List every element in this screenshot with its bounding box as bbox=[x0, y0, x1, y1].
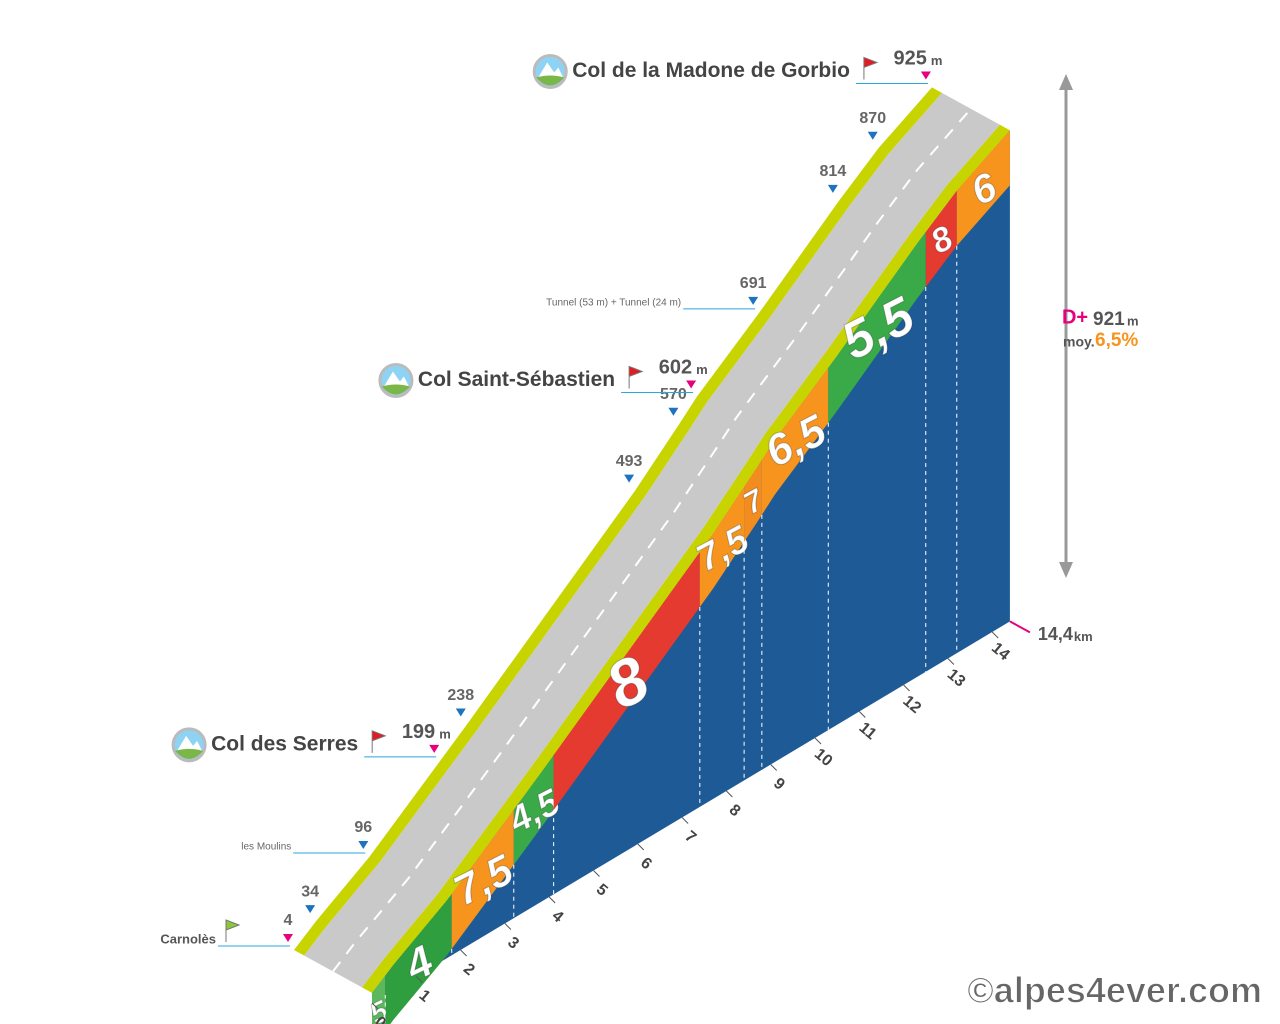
altitude-label: 199 bbox=[402, 721, 435, 743]
altitude-marker bbox=[624, 474, 635, 483]
flag bbox=[628, 365, 644, 389]
x-tick bbox=[504, 923, 512, 930]
road-edge bbox=[294, 87, 942, 956]
distance-tick bbox=[1009, 620, 1031, 634]
flag bbox=[371, 730, 387, 753]
pass-icon-mountain bbox=[177, 735, 203, 751]
altitude-marker bbox=[867, 131, 878, 140]
gradient-segment bbox=[828, 232, 926, 423]
altitude-marker bbox=[748, 296, 759, 305]
gradient-segment bbox=[925, 190, 957, 287]
x-tick bbox=[903, 684, 910, 692]
altitude-label: 691 bbox=[740, 275, 767, 292]
gradient-segment bbox=[372, 975, 386, 1024]
altitude-marker bbox=[827, 184, 838, 193]
gain-label: D+ bbox=[1062, 306, 1088, 328]
gradient-segment bbox=[744, 459, 762, 542]
gradient-segment bbox=[761, 367, 829, 515]
x-tick-label: 8 bbox=[726, 801, 744, 820]
gain-unit: m bbox=[1127, 313, 1139, 328]
x-tick-label: 14 bbox=[988, 640, 1013, 665]
x-tick bbox=[460, 949, 467, 957]
x-tick-label: 9 bbox=[770, 775, 788, 794]
pass-icon-mountain bbox=[538, 62, 564, 78]
altitude-marker bbox=[455, 708, 466, 717]
x-tick bbox=[770, 764, 778, 771]
x-tick-label: 12 bbox=[899, 693, 924, 718]
marker-note: les Moulins bbox=[241, 842, 291, 853]
altitude-unit: m bbox=[696, 362, 708, 377]
x-tick-label: 10 bbox=[811, 746, 836, 771]
profile: 547,54,587,576,55,5860123456789101112131… bbox=[294, 87, 1013, 1024]
altitude-marker bbox=[920, 71, 931, 80]
altitude-marker bbox=[668, 407, 679, 416]
gain-arrow bbox=[1059, 74, 1073, 578]
x-tick-label: 2 bbox=[460, 960, 478, 979]
gradient-segment bbox=[956, 130, 1010, 246]
marker-note: Carnolès bbox=[160, 931, 216, 946]
x-tick bbox=[593, 870, 600, 877]
altitude-marker bbox=[358, 841, 369, 850]
x-tick bbox=[858, 711, 866, 718]
pass-name: Col des Serres bbox=[211, 732, 358, 755]
flag bbox=[225, 919, 241, 942]
x-tick-label: 7 bbox=[681, 828, 699, 847]
altitude-label: 238 bbox=[447, 687, 474, 704]
x-tick bbox=[814, 737, 822, 745]
x-tick-label: 0 bbox=[371, 1013, 389, 1024]
x-tick bbox=[637, 843, 645, 851]
pass-icon-mountain bbox=[383, 371, 409, 387]
x-tick bbox=[991, 631, 999, 639]
gradient-segment bbox=[553, 552, 700, 811]
x-tick-label: 13 bbox=[944, 666, 969, 691]
marker-note: Tunnel (53 m) + Tunnel (24 m) bbox=[546, 298, 681, 309]
gradient-segment bbox=[699, 486, 745, 607]
pass-icon-meadow bbox=[175, 748, 204, 759]
altitude-label: 925 bbox=[894, 48, 927, 70]
x-tick bbox=[415, 976, 423, 983]
x-tick-label: 6 bbox=[637, 854, 655, 873]
altitude-marker bbox=[686, 380, 697, 389]
x-tick bbox=[681, 817, 689, 824]
average-value: 6,5% bbox=[1095, 330, 1138, 351]
distance-unit: km bbox=[1074, 629, 1093, 644]
distance-value: 14,4 bbox=[1038, 624, 1073, 644]
altitude-label: 814 bbox=[820, 163, 847, 180]
x-tick-label: 3 bbox=[504, 934, 522, 953]
gradient-segment bbox=[451, 809, 514, 949]
altitude-marker bbox=[429, 744, 440, 753]
pass-name: Col Saint-Sébastien bbox=[418, 368, 615, 391]
x-tick-label: 5 bbox=[593, 881, 611, 900]
gain-value: 921 bbox=[1093, 309, 1125, 330]
altitude-label: 493 bbox=[616, 453, 643, 470]
altitude-label: 570 bbox=[660, 386, 687, 403]
road-edge bbox=[362, 124, 1010, 993]
altitude-unit: m bbox=[439, 726, 451, 741]
x-tick-label: 11 bbox=[856, 719, 880, 743]
average-label: moy. bbox=[1063, 334, 1095, 350]
road bbox=[304, 92, 1000, 988]
gradient-segment bbox=[385, 893, 452, 1024]
altitude-label: 34 bbox=[301, 883, 319, 900]
altitude-label: 602 bbox=[659, 357, 692, 379]
flag bbox=[863, 56, 879, 80]
x-tick bbox=[371, 1002, 379, 1010]
gradient-segment bbox=[513, 755, 554, 865]
altitude-unit: m bbox=[931, 53, 943, 68]
altitude-label: 870 bbox=[859, 110, 886, 127]
altitude-label: 96 bbox=[354, 819, 372, 836]
altitude-marker bbox=[283, 933, 293, 942]
pass-icon-meadow bbox=[536, 75, 565, 86]
x-tick bbox=[726, 790, 733, 798]
pass-name: Col de la Madone de Gorbio bbox=[572, 59, 850, 82]
altitude-label: 4 bbox=[284, 912, 293, 929]
x-tick-label: 4 bbox=[548, 907, 566, 926]
pass-icon-meadow bbox=[381, 384, 410, 395]
x-tick bbox=[548, 896, 556, 904]
credit: ©alpes4ever.com bbox=[967, 970, 1262, 1011]
altitude-marker bbox=[305, 905, 316, 914]
x-tick bbox=[947, 658, 955, 665]
